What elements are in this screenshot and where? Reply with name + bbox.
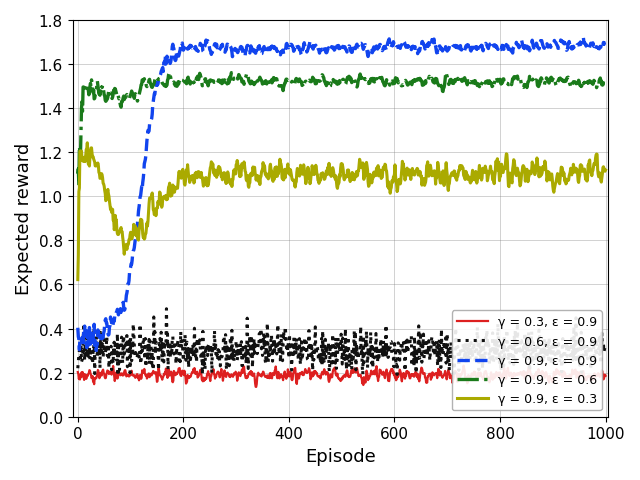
γ = 0.6, ε = 0.9 <box>182 358 190 363</box>
γ = 0.9, ε = 0.6 <box>74 171 82 177</box>
γ = 0.9, ε = 0.3 <box>486 168 493 174</box>
γ = 0.6, ε = 0.9 <box>506 355 513 361</box>
γ = 0.9, ε = 0.6 <box>577 83 584 89</box>
γ = 0.3, ε = 0.9 <box>106 371 114 376</box>
γ = 0.9, ε = 0.9 <box>107 314 115 320</box>
γ = 0.9, ε = 0.6 <box>442 70 450 76</box>
γ = 0.9, ε = 0.9 <box>74 325 82 331</box>
Line: γ = 0.6, ε = 0.9: γ = 0.6, ε = 0.9 <box>78 309 605 376</box>
Line: γ = 0.9, ε = 0.3: γ = 0.9, ε = 0.3 <box>78 144 605 280</box>
Y-axis label: Expected reward: Expected reward <box>15 143 33 295</box>
Legend: γ = 0.3, ε = 0.9, γ = 0.6, ε = 0.9, γ = 0.9, ε = 0.9, γ = 0.9, ε = 0.6, γ = 0.9,: γ = 0.3, ε = 0.9, γ = 0.6, ε = 0.9, γ = … <box>452 311 602 410</box>
γ = 0.9, ε = 0.9 <box>577 40 584 46</box>
γ = 0.9, ε = 0.3 <box>182 179 189 185</box>
γ = 0.6, ε = 0.9 <box>163 306 170 312</box>
γ = 0.9, ε = 0.9 <box>602 41 609 47</box>
γ = 0.9, ε = 0.9 <box>182 43 189 48</box>
γ = 0.9, ε = 0.3 <box>577 163 584 169</box>
γ = 0.9, ε = 0.6 <box>541 82 549 88</box>
γ = 0.3, ε = 0.9 <box>602 373 609 379</box>
γ = 0.9, ε = 0.9 <box>541 43 548 49</box>
γ = 0.6, ε = 0.9 <box>74 366 82 372</box>
γ = 0.9, ε = 0.3 <box>602 168 609 174</box>
γ = 0.9, ε = 0.3 <box>74 277 82 283</box>
γ = 0.3, ε = 0.9 <box>577 372 584 377</box>
γ = 0.9, ε = 0.9 <box>505 48 513 53</box>
Line: γ = 0.3, ε = 0.9: γ = 0.3, ε = 0.9 <box>78 366 605 387</box>
γ = 0.6, ε = 0.9 <box>114 373 122 379</box>
γ = 0.3, ε = 0.9 <box>506 373 513 379</box>
γ = 0.9, ε = 0.9 <box>580 36 588 42</box>
γ = 0.3, ε = 0.9 <box>252 384 260 390</box>
γ = 0.9, ε = 0.6 <box>75 183 83 189</box>
γ = 0.6, ε = 0.9 <box>577 347 584 353</box>
γ = 0.9, ε = 0.3 <box>107 207 115 213</box>
γ = 0.3, ε = 0.9 <box>74 370 82 375</box>
γ = 0.9, ε = 0.3 <box>541 159 548 165</box>
γ = 0.9, ε = 0.9 <box>486 43 493 49</box>
γ = 0.3, ε = 0.9 <box>541 371 549 376</box>
γ = 0.9, ε = 0.6 <box>107 91 115 96</box>
γ = 0.3, ε = 0.9 <box>486 377 494 383</box>
γ = 0.3, ε = 0.9 <box>181 372 189 378</box>
γ = 0.9, ε = 0.6 <box>486 81 494 87</box>
X-axis label: Episode: Episode <box>305 447 376 465</box>
γ = 0.6, ε = 0.9 <box>602 345 609 351</box>
Line: γ = 0.9, ε = 0.9: γ = 0.9, ε = 0.9 <box>78 39 605 351</box>
γ = 0.9, ε = 0.3 <box>83 141 91 146</box>
γ = 0.9, ε = 0.6 <box>506 82 513 88</box>
γ = 0.9, ε = 0.9 <box>92 348 100 354</box>
γ = 0.6, ε = 0.9 <box>541 354 549 360</box>
γ = 0.9, ε = 0.6 <box>182 80 189 86</box>
γ = 0.6, ε = 0.9 <box>486 353 494 359</box>
γ = 0.9, ε = 0.6 <box>602 81 609 87</box>
γ = 0.3, ε = 0.9 <box>460 363 467 369</box>
Line: γ = 0.9, ε = 0.6: γ = 0.9, ε = 0.6 <box>78 73 605 186</box>
γ = 0.9, ε = 0.3 <box>505 184 513 190</box>
γ = 0.6, ε = 0.9 <box>106 348 114 354</box>
